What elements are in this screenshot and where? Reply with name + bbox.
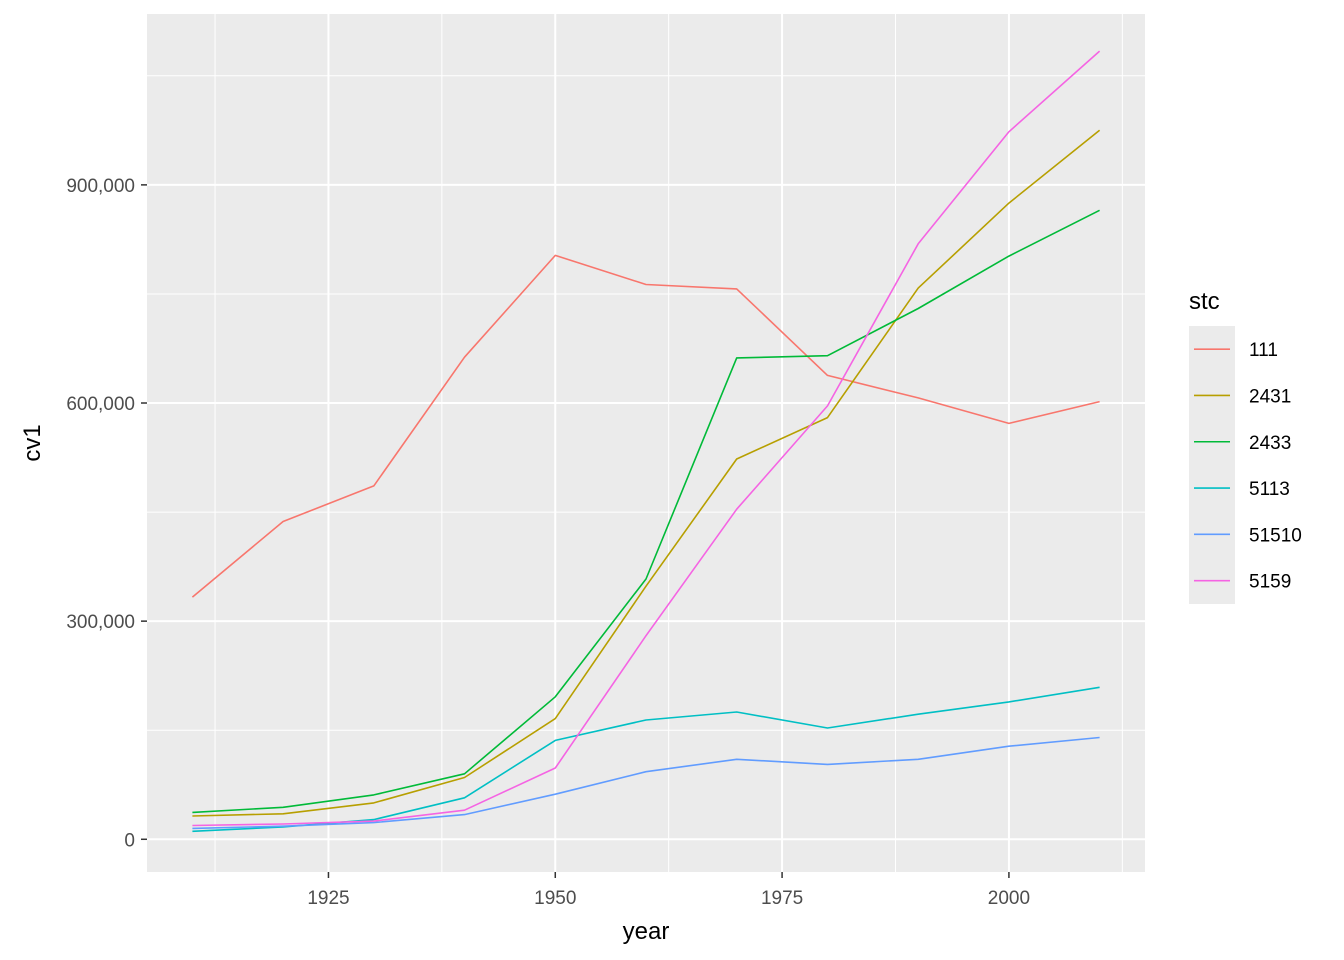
legend-label-2431: 2431: [1249, 386, 1291, 407]
y-tick-label: 0: [124, 830, 135, 851]
legend: stc 111 2431 2433 5113 51510 5159: [1189, 288, 1302, 604]
series-line-111: [191, 254, 1100, 598]
y-tick-label: 600,000: [66, 394, 135, 415]
legend-label-5159: 5159: [1249, 572, 1291, 593]
x-tick-label: 1975: [761, 888, 803, 909]
legend-label-111: 111: [1249, 340, 1278, 361]
y-tick-label: 900,000: [66, 176, 135, 197]
x-tick-label: 2000: [988, 888, 1030, 909]
legend-items: 111 2431 2433 5113 51510 5159: [1194, 340, 1302, 593]
series-line-2433: [192, 209, 1100, 814]
legend-label-5113: 5113: [1249, 479, 1290, 500]
x-axis-title: year: [623, 918, 670, 945]
series-line-5159: [192, 50, 1101, 827]
legend-label-51510: 51510: [1249, 525, 1302, 546]
y-tick-label: 300,000: [66, 612, 135, 633]
series-lines: [191, 50, 1101, 833]
major-gridlines: [147, 14, 1145, 872]
series-line-51510: [192, 736, 1100, 830]
x-tick-label: 1950: [534, 888, 576, 909]
y-axis: 0 300,000 600,000 900,000: [66, 176, 147, 851]
plot-panel: [147, 14, 1145, 872]
x-axis: 1925 1950 1975 2000: [307, 872, 1030, 909]
x-tick-label: 1925: [307, 888, 349, 909]
minor-gridlines: [147, 14, 1145, 872]
legend-label-2433: 2433: [1249, 433, 1291, 454]
y-axis-title: cv1: [19, 424, 46, 461]
series-line-2431: [192, 129, 1101, 817]
legend-key-background: [1189, 326, 1235, 604]
legend-title: stc: [1189, 288, 1220, 315]
